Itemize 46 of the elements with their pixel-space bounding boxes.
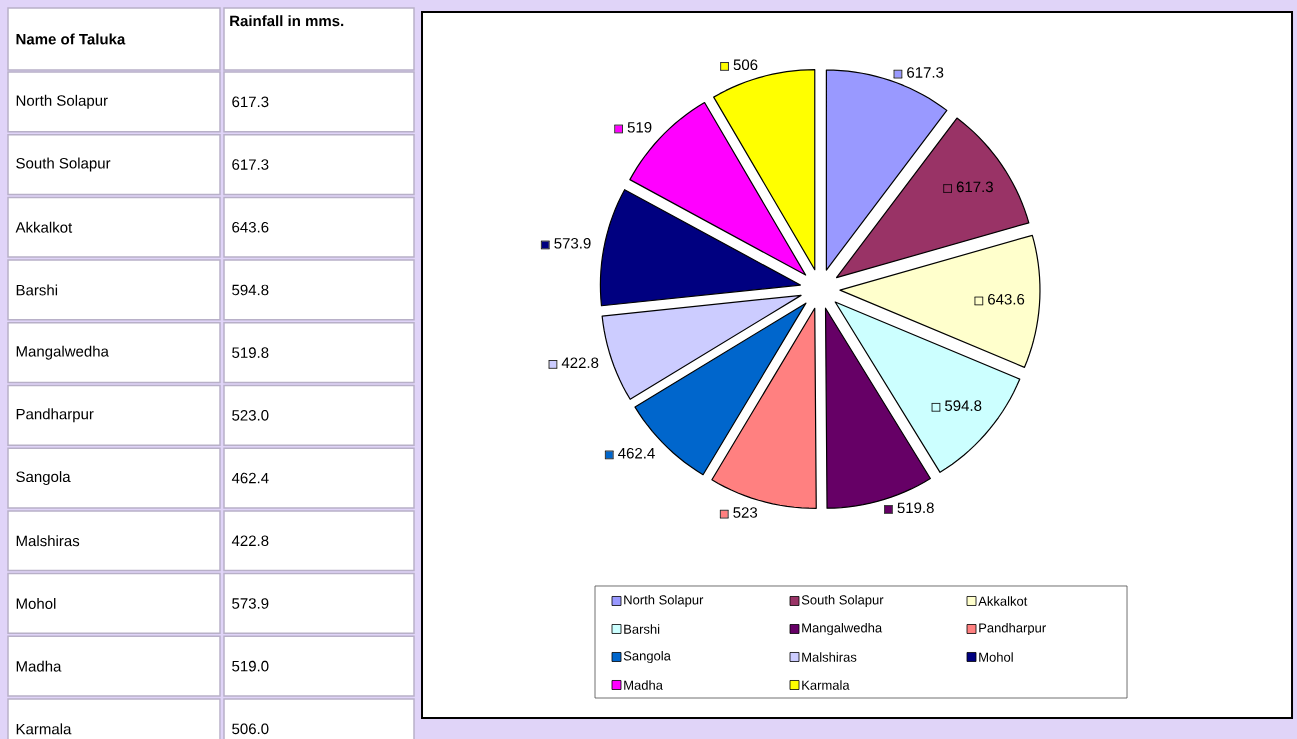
- data-label: 573.9: [232, 598, 269, 609]
- text: Name of Taluka: [16, 33, 126, 45]
- data-label: 519: [627, 121, 652, 133]
- legend-label: Barshi: [624, 624, 660, 634]
- data-label: 462.4: [231, 472, 269, 484]
- data-label: 523.0: [232, 410, 269, 421]
- data-label: 594.8: [945, 400, 982, 411]
- category-label: Sangola: [16, 471, 71, 486]
- category-label: South Solapur: [16, 157, 111, 172]
- data-label: 617.3: [907, 67, 944, 78]
- legend-label: Malshiras: [802, 652, 857, 662]
- text: Rainfall in mms.: [230, 15, 344, 27]
- data-label: 506: [733, 59, 758, 71]
- data-label: 643.6: [988, 293, 1025, 305]
- data-label: 506.0: [232, 723, 269, 735]
- data-label: 422.8: [561, 357, 599, 369]
- category-label: North Solapur: [16, 94, 108, 109]
- legend-label: Mohol: [979, 652, 1013, 662]
- legend-label: Sangola: [623, 650, 671, 664]
- category-label: Barshi: [16, 284, 58, 296]
- legend-label: Madha: [624, 680, 663, 690]
- data-label: 617.3: [232, 159, 269, 170]
- data-label: 519.8: [897, 502, 934, 514]
- data-label: 523: [733, 507, 758, 518]
- category-label: Pandharpur: [16, 408, 94, 423]
- data-label: 617.3: [232, 96, 269, 108]
- category-label: Mangalwedha: [16, 345, 109, 360]
- category-label: Madha: [16, 660, 62, 672]
- legend-label: Pandharpur: [979, 622, 1046, 636]
- legend-label: Akkalkot: [978, 596, 1028, 606]
- data-label: 643.6: [232, 221, 269, 233]
- category-label: Akkalkot: [15, 221, 73, 233]
- data-label: 519.0: [232, 660, 269, 672]
- data-label: 594.8: [232, 284, 269, 296]
- category-label: Malshiras: [16, 535, 80, 547]
- category-label: Mohol: [16, 597, 56, 609]
- data-label: 462.4: [618, 447, 655, 459]
- legend-label: Mangalwedha: [802, 622, 883, 636]
- category-label: Karmala: [16, 723, 72, 735]
- data-label: 573.9: [554, 237, 591, 249]
- legend-label: South Solapur: [801, 594, 884, 608]
- data-label: 422.8: [231, 535, 269, 547]
- data-label: 519.8: [232, 347, 269, 358]
- legend-label: North Solapur: [624, 594, 704, 608]
- data-label: 617.3: [956, 181, 993, 193]
- legend-label: Karmala: [802, 680, 850, 690]
